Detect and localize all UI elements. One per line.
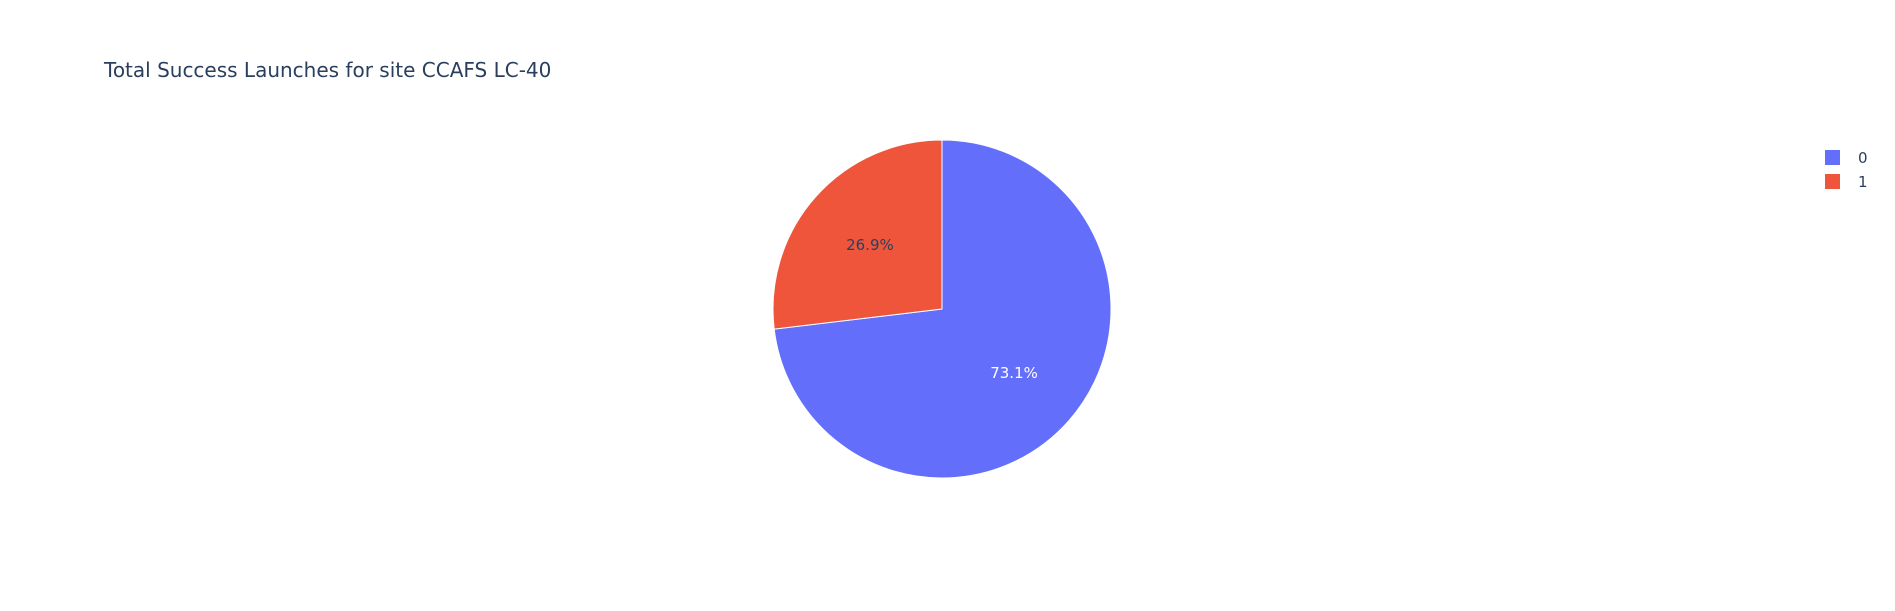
- legend: 01: [1825, 149, 1868, 191]
- pie-slice-1[interactable]: [772, 139, 943, 330]
- legend-item-1[interactable]: 1: [1825, 173, 1868, 191]
- legend-swatch-1: [1825, 174, 1840, 189]
- legend-swatch-0: [1825, 150, 1840, 165]
- chart-title: Total Success Launches for site CCAFS LC…: [103, 58, 551, 82]
- legend-label-0: 0: [1858, 149, 1868, 167]
- legend-label-1: 1: [1858, 173, 1868, 191]
- slice-label-0: 73.1%: [990, 364, 1038, 382]
- pie-slice-0[interactable]: [773, 139, 1112, 479]
- legend-item-0[interactable]: 0: [1825, 149, 1868, 167]
- pie-slice-labels: 73.1% 26.9%: [846, 236, 1038, 382]
- pie-slices: [772, 139, 1112, 479]
- slice-label-1: 26.9%: [846, 236, 894, 254]
